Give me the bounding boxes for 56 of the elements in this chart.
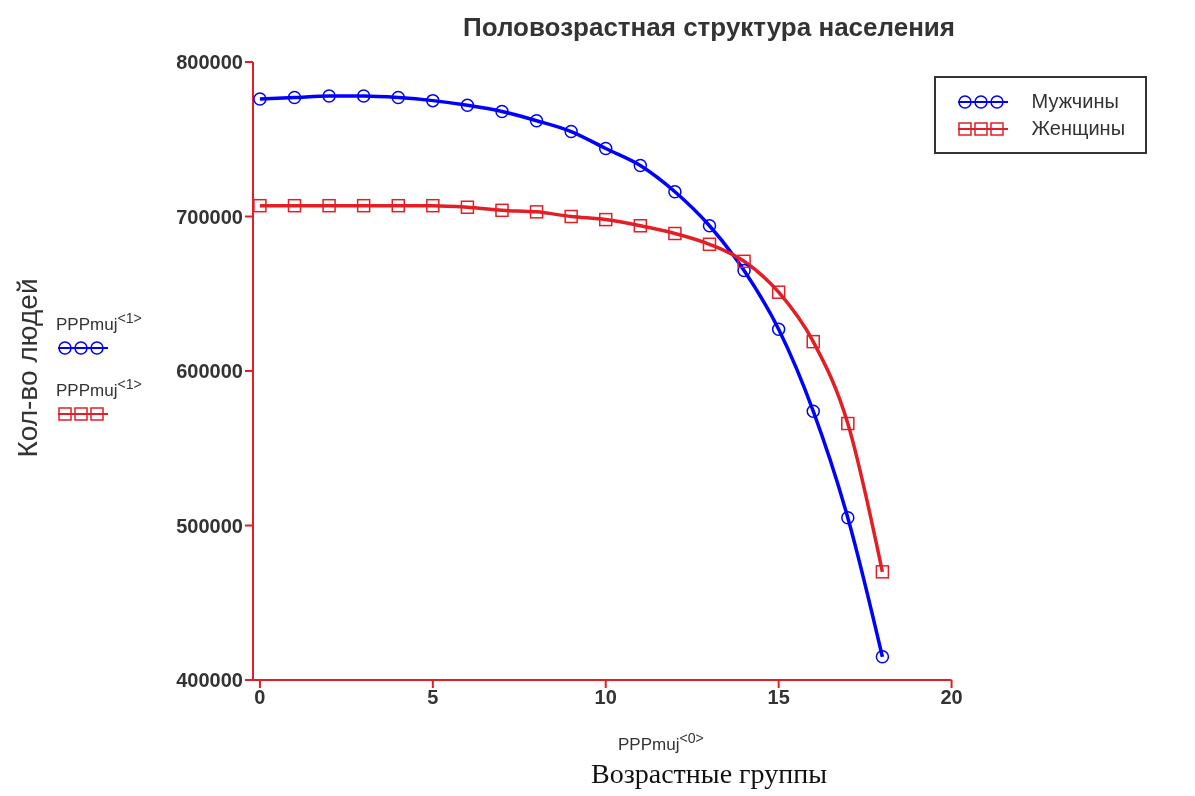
- point: [841, 416, 855, 431]
- text: PPPmuj$^{<1>}$: [56, 376, 142, 400]
- point: [875, 565, 890, 579]
- point: [771, 322, 786, 337]
- point: [322, 198, 336, 213]
- point: [356, 198, 371, 213]
- point: [564, 209, 578, 224]
- point: [495, 104, 509, 119]
- point: [598, 212, 613, 227]
- point: [322, 89, 336, 103]
- point: [426, 93, 440, 108]
- y-tick-label: 400000: [176, 669, 243, 692]
- point: [391, 90, 405, 105]
- point: [598, 141, 613, 156]
- point: [529, 113, 544, 128]
- point: [253, 92, 267, 106]
- point: [460, 98, 475, 113]
- point: [702, 219, 717, 233]
- point: [460, 200, 475, 214]
- point: [529, 205, 544, 219]
- point: [356, 89, 371, 103]
- text: PPPmuj$^{<1>}$: [56, 310, 142, 334]
- point: [702, 237, 717, 252]
- point: [806, 404, 820, 418]
- point: [253, 198, 267, 213]
- point: [841, 511, 855, 525]
- point: [426, 198, 440, 213]
- point: [737, 263, 751, 278]
- point: [633, 219, 648, 233]
- point: [737, 254, 751, 269]
- point: [495, 203, 509, 218]
- legend-label: Женщины: [1031, 117, 1125, 140]
- point: [668, 226, 682, 241]
- y-tick-label: 800000: [176, 51, 243, 74]
- x-axis-title: Возрастные группы: [590, 758, 828, 790]
- chart-title: Половозрастная структура населения: [462, 12, 956, 43]
- point: [391, 198, 405, 213]
- y-tick-label: 700000: [176, 205, 243, 228]
- point: [771, 285, 786, 299]
- x-tick-label: 15: [767, 686, 790, 709]
- x-tick-label: 20: [940, 686, 963, 709]
- point: [633, 158, 648, 173]
- point: [668, 185, 682, 199]
- y-tick-label: 600000: [176, 360, 243, 383]
- point: [287, 90, 302, 105]
- x-tick-label: 5: [427, 686, 439, 709]
- y-tick-label: 500000: [176, 514, 243, 537]
- y-axis-title: Кол-во людей: [12, 278, 44, 458]
- point: [875, 650, 890, 664]
- x-tick-label: 10: [594, 686, 617, 709]
- legend-label: Мужчины: [1031, 90, 1119, 113]
- point: [287, 198, 302, 213]
- x-tick-label: 0: [254, 686, 266, 709]
- text: PPPmuj$^{<0>}$: [618, 730, 704, 755]
- point: [564, 124, 578, 139]
- point: [806, 334, 820, 349]
